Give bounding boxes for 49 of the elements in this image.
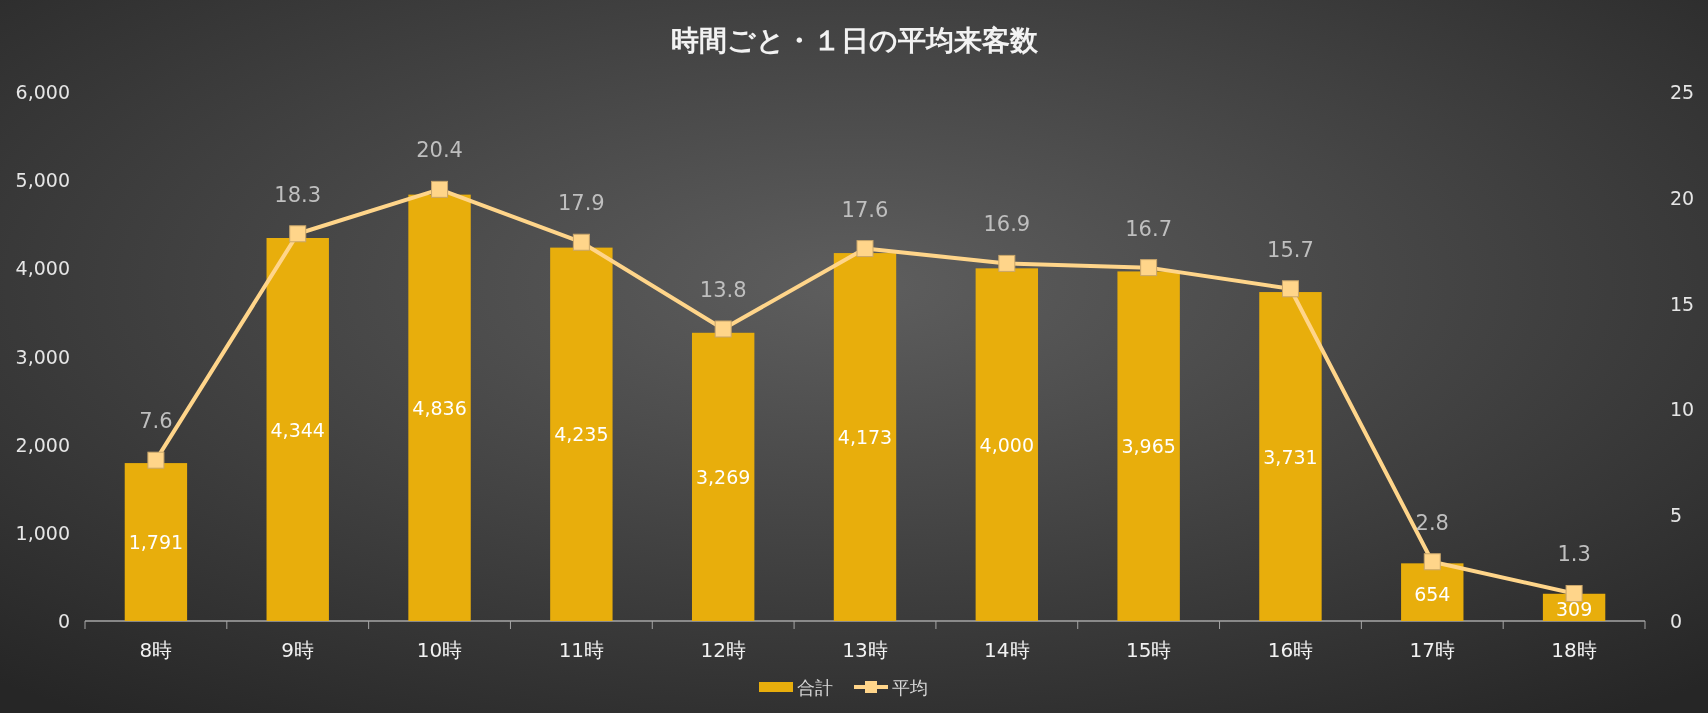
y-tick-label: 4,000 bbox=[15, 257, 70, 280]
legend-label: 合計 bbox=[797, 677, 833, 698]
data-label: 13.8 bbox=[699, 277, 747, 302]
y2-tick-label: 25 bbox=[1670, 81, 1695, 103]
data-label: 4,836 bbox=[412, 396, 467, 419]
y-tick-label: 0 bbox=[57, 610, 70, 632]
y2-tick-label: 0 bbox=[1670, 610, 1683, 632]
x-tick-label: 14時 bbox=[984, 638, 1030, 662]
x-tick-label: 8時 bbox=[139, 638, 173, 662]
y-tick-label: 1,000 bbox=[15, 521, 70, 544]
data-label: 4,235 bbox=[554, 423, 609, 446]
x-tick-label: 11時 bbox=[558, 638, 605, 662]
y2-tick-label: 10 bbox=[1670, 398, 1695, 421]
y-tick-label: 5,000 bbox=[15, 169, 70, 192]
data-label: 3,731 bbox=[1263, 445, 1318, 468]
y2-tick-label: 5 bbox=[1670, 504, 1683, 527]
data-label: 4,173 bbox=[837, 426, 893, 449]
x-tick-label: 18時 bbox=[1551, 638, 1597, 662]
y2-tick-label: 20 bbox=[1670, 186, 1695, 209]
data-label: 20.4 bbox=[416, 138, 463, 163]
x-tick-label: 13時 bbox=[842, 638, 888, 662]
data-label: 3,269 bbox=[695, 465, 751, 488]
data-label: 1,791 bbox=[128, 531, 184, 554]
data-label: 7.6 bbox=[139, 409, 173, 434]
data-label: 309 bbox=[1555, 598, 1593, 621]
data-label: 16.9 bbox=[983, 212, 1031, 237]
x-tick-label: 9時 bbox=[281, 638, 315, 662]
data-label: 4,000 bbox=[979, 433, 1035, 456]
x-tick-label: 12時 bbox=[700, 638, 746, 662]
chart-title: 時間ごと・１日の平均来客数 bbox=[670, 24, 1039, 57]
data-label: 654 bbox=[1414, 583, 1451, 606]
x-tick-label: 16時 bbox=[1267, 638, 1314, 662]
data-label: 3,965 bbox=[1121, 435, 1176, 458]
y2-tick-label: 15 bbox=[1670, 292, 1695, 315]
data-label: 17.9 bbox=[557, 191, 605, 216]
legend-label: 平均 bbox=[892, 677, 928, 698]
y-tick-label: 6,000 bbox=[15, 81, 70, 103]
data-label: 15.7 bbox=[1267, 237, 1314, 262]
data-label: 17.6 bbox=[841, 197, 889, 222]
x-tick-label: 10時 bbox=[416, 638, 463, 662]
data-label: 4,344 bbox=[270, 418, 325, 441]
data-label: 16.7 bbox=[1125, 216, 1173, 241]
data-label: 18.3 bbox=[274, 182, 322, 207]
data-label: 1.3 bbox=[1557, 542, 1591, 567]
y-tick-label: 3,000 bbox=[15, 345, 70, 368]
x-tick-label: 15時 bbox=[1125, 638, 1172, 662]
x-tick-label: 17時 bbox=[1409, 638, 1455, 662]
data-label: 2.8 bbox=[1415, 510, 1449, 535]
y-tick-label: 2,000 bbox=[15, 433, 70, 456]
